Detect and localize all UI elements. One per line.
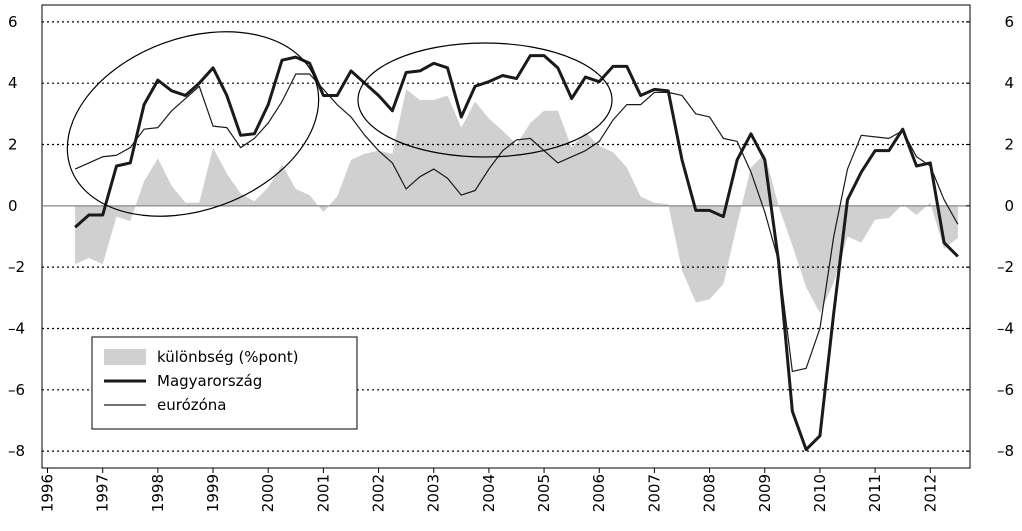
x-tick-label: 1999 [204, 474, 222, 512]
y-tick-label: 0 [8, 197, 18, 215]
series-line [74, 54, 959, 452]
y-tick-label: 6 [8, 13, 18, 31]
y-tick-label: 4 [8, 74, 18, 92]
difference-area [75, 89, 958, 314]
x-tick-label: 2000 [259, 474, 277, 512]
series-line [74, 73, 959, 373]
y2-tick-label: 4 [1004, 74, 1014, 92]
x-tick-label: 2011 [866, 474, 884, 512]
x-tick-label: 2008 [701, 474, 719, 512]
plot-frame [41, 4, 971, 469]
y-tick-label: –8 [8, 442, 25, 460]
y2-tick-label: 0 [1004, 197, 1014, 215]
y-tick-label: 2 [8, 136, 18, 154]
x-tick-label: 2007 [645, 474, 663, 512]
y-tick-label: –2 [8, 258, 25, 276]
y-tick-label: –6 [8, 381, 25, 399]
y2-tick-label: –8 [997, 442, 1014, 460]
x-tick-label: 2001 [314, 474, 332, 512]
x-tick-label: 2004 [480, 474, 498, 512]
legend: különbség (%pont) Magyarország eurózóna [91, 336, 358, 430]
y2-tick-label: –6 [997, 381, 1014, 399]
y2-tick-label: –4 [997, 319, 1014, 337]
legend-label: eurózóna [157, 396, 227, 414]
plot-area [42, 21, 970, 452]
x-tick-label: 1998 [149, 474, 167, 512]
legend-swatch [104, 349, 146, 365]
highlight-ellipse [66, 31, 320, 217]
highlight-ellipse [357, 42, 613, 158]
legend-label: különbség (%pont) [157, 348, 298, 366]
x-tick-label: 2006 [590, 474, 608, 512]
x-tick-label: 2005 [535, 474, 553, 512]
y2-tick-label: 6 [1004, 13, 1014, 31]
x-tick-label: 2010 [811, 474, 829, 512]
legend-label: Magyarország [157, 372, 262, 390]
x-tick-label: 2002 [370, 474, 388, 512]
x-tick-label: 2009 [756, 474, 774, 512]
x-tick-label: 2003 [425, 474, 443, 512]
x-tick-label: 2012 [921, 474, 939, 512]
y2-tick-label: –2 [997, 258, 1014, 276]
y2-tick-label: 2 [1004, 136, 1014, 154]
x-tick-label: 1996 [39, 474, 57, 512]
x-tick-label: 1997 [94, 474, 112, 512]
y-tick-label: –4 [8, 319, 25, 337]
